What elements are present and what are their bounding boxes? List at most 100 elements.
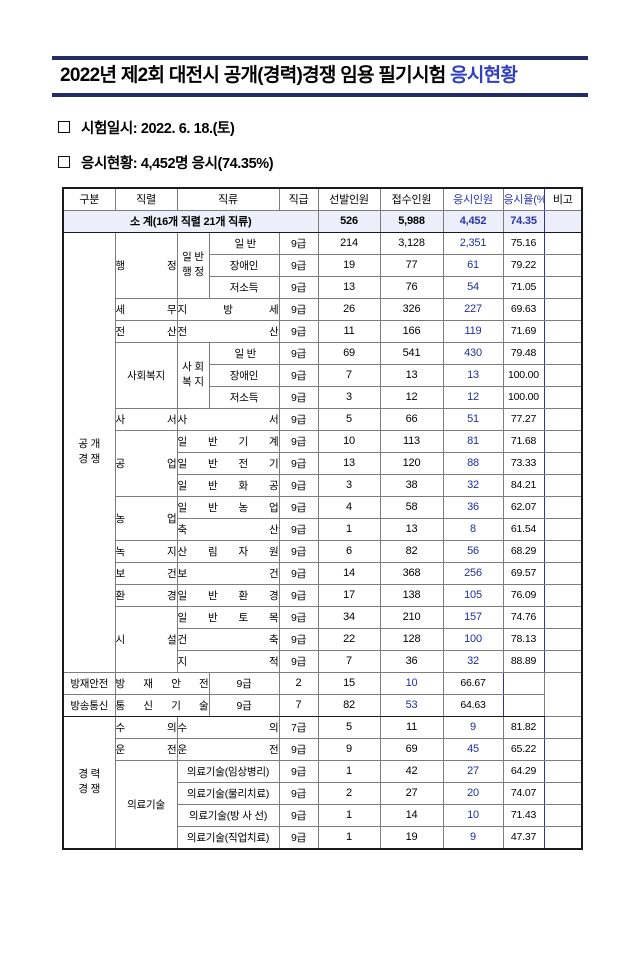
bullet-exam-date-label: 시험일시: 2022. 6. 18.(토) [81, 120, 235, 137]
jikgeup-cell: 9급 [278, 319, 319, 343]
jikyeol-cell: 방재안전 [62, 671, 116, 695]
selected-cell: 1 [317, 825, 381, 850]
table-row: 공 개 경 쟁 행 정 일 반 행 정 일 반 9급 214 3,128 2,3… [62, 231, 583, 673]
bullet-attendance-label: 응시현황: 4,452명 응시(74.35%) [81, 155, 274, 172]
bullet-exam-date: 시험일시: 2022. 6. 18.(토) [58, 117, 640, 138]
applied-cell: 113 [379, 429, 444, 453]
selected-cell: 34 [317, 605, 381, 629]
jikryu-cell: 일 반 기 계 [176, 429, 280, 453]
rate-cell: 71.68 [502, 429, 545, 453]
document-page: 2022년 제2회 대전시 공개(경력)경쟁 임용 필기시험 응시현황 시험일시… [0, 56, 640, 960]
rate-cell: 88.89 [502, 649, 545, 673]
rate-cell: 74.07 [502, 781, 545, 805]
applied-cell: 128 [379, 627, 444, 651]
attended-cell: 227 [442, 297, 504, 321]
memo-cell [543, 495, 583, 519]
jikryu-cell: 건 축 [176, 627, 280, 651]
subtotal-selected: 526 [317, 209, 381, 233]
selected-cell: 1 [317, 803, 381, 827]
memo-cell [543, 429, 583, 453]
selected-cell: 7 [278, 693, 319, 717]
jikgeup-cell: 9급 [278, 627, 319, 651]
applied-cell: 76 [379, 275, 444, 299]
jikryu-group-cell: 사 회 복 지 [176, 341, 210, 409]
applied-cell: 42 [379, 759, 444, 783]
memo-cell [543, 341, 583, 365]
memo-cell [543, 407, 583, 431]
table-row: 사회복지 사 회 복 지 일 반 9급 69 541 430 79.48 [63, 341, 583, 409]
table-row: 사 서 사 서 9급 5 66 51 77.27 [63, 407, 583, 431]
table-row: 의료기술(물리치료) 9급 2 27 20 74.07 [63, 781, 583, 805]
col-header-attended: 응시인원 [442, 187, 504, 211]
memo-cell [543, 803, 583, 827]
jikryu-cell: 일 반 [208, 341, 280, 365]
selected-cell: 7 [317, 649, 381, 673]
jikgeup-cell: 7급 [278, 715, 319, 739]
attended-cell: 430 [442, 341, 504, 365]
group-label-line1: 공 개 [78, 437, 101, 450]
attended-cell: 10 [442, 803, 504, 827]
jikyeol-cell: 농 업 [114, 495, 178, 541]
applied-cell: 3,128 [379, 231, 444, 255]
memo-cell [543, 275, 583, 299]
attended-cell: 10 [379, 671, 444, 695]
table-body: 소 계(16개 직렬 21개 직류) 526 5,988 4,452 74.35… [62, 209, 583, 850]
rate-cell: 76.09 [502, 583, 545, 607]
rate-cell: 65.22 [502, 737, 545, 761]
table-row: 의료기술(방 사 선) 9급 1 14 10 71.43 [63, 803, 583, 827]
attended-cell: 51 [442, 407, 504, 431]
header-row: 구분 직렬 직류 직급 선발인원 접수인원 응시인원 응시율(%) 비고 [62, 187, 583, 211]
selected-cell: 2 [278, 671, 319, 695]
col-header-selected: 선발인원 [317, 187, 381, 211]
jikyeol-cell: 시 설 [114, 605, 178, 673]
subtotal-memo [543, 209, 583, 233]
jikgeup-cell: 9급 [208, 671, 280, 695]
table-row: 공 업 일 반 기 계 9급 10 113 81 71.68 [63, 429, 583, 497]
applied-cell: 36 [379, 649, 444, 673]
rate-cell: 69.57 [502, 561, 545, 585]
subtotal-row: 소 계(16개 직렬 21개 직류) 526 5,988 4,452 74.35 [62, 209, 583, 233]
table-row: 세 무 지 방 세 9급 26 326 227 69.63 [63, 297, 583, 321]
square-bullet-icon [58, 121, 70, 134]
jikgeup-cell: 9급 [278, 737, 319, 761]
subtotal-applied: 5,988 [379, 209, 444, 233]
rate-cell: 78.13 [502, 627, 545, 651]
jikryu-cell: 일 반 환 경 [176, 583, 280, 607]
jikyeol-cell: 운 전 [114, 737, 178, 761]
attended-cell: 54 [442, 275, 504, 299]
page-title-accent: 응시현황 [450, 65, 518, 86]
jikgeup-cell: 9급 [278, 495, 319, 519]
jikgeup-cell: 9급 [278, 451, 319, 475]
applied-cell: 77 [379, 253, 444, 277]
statistics-table-wrapper: 구분 직렬 직류 직급 선발인원 접수인원 응시인원 응시율(%) 비고 소 계… [62, 186, 583, 850]
selected-cell: 22 [317, 627, 381, 651]
jikgeup-cell: 9급 [278, 803, 319, 827]
jikryu-group-line2: 복 지 [182, 376, 204, 389]
col-header-jikryu: 직류 [176, 187, 280, 211]
jikgeup-cell: 9급 [278, 517, 319, 541]
jikyeol-cell: 공 업 [114, 429, 178, 497]
table-row: 일 반 화 공 9급 3 38 32 84.21 [63, 473, 583, 497]
attended-cell: 8 [442, 517, 504, 541]
jikryu-cell: 일 반 토 목 [176, 605, 280, 629]
subtotal-label: 소 계(16개 직렬 21개 직류) [62, 209, 319, 233]
applied-cell: 14 [379, 803, 444, 827]
jikyeol-cell: 수 의 [114, 715, 178, 739]
jikryu-cell: 통 신 기 술 [114, 693, 210, 717]
memo-cell [543, 473, 583, 497]
jikryu-cell: 지 방 세 [176, 297, 280, 321]
jikryu-cell: 수 의 [176, 715, 280, 739]
rate-cell: 69.63 [502, 297, 545, 321]
applied-cell: 120 [379, 451, 444, 475]
applied-cell: 38 [379, 473, 444, 497]
jikryu-cell: 의료기술(직업치료) [176, 825, 280, 850]
applied-cell: 541 [379, 341, 444, 365]
jikgeup-cell: 9급 [278, 605, 319, 629]
memo-cell [543, 253, 583, 277]
jikryu-cell: 의료기술(임상병리) [176, 759, 280, 783]
jikgeup-cell: 9급 [278, 231, 319, 255]
jikgeup-cell: 9급 [278, 341, 319, 365]
table-row: 의료기술(직업치료) 9급 1 19 9 47.37 [63, 825, 583, 850]
jikyeol-cell: 사회복지 [114, 341, 178, 409]
memo-cell [502, 671, 545, 695]
